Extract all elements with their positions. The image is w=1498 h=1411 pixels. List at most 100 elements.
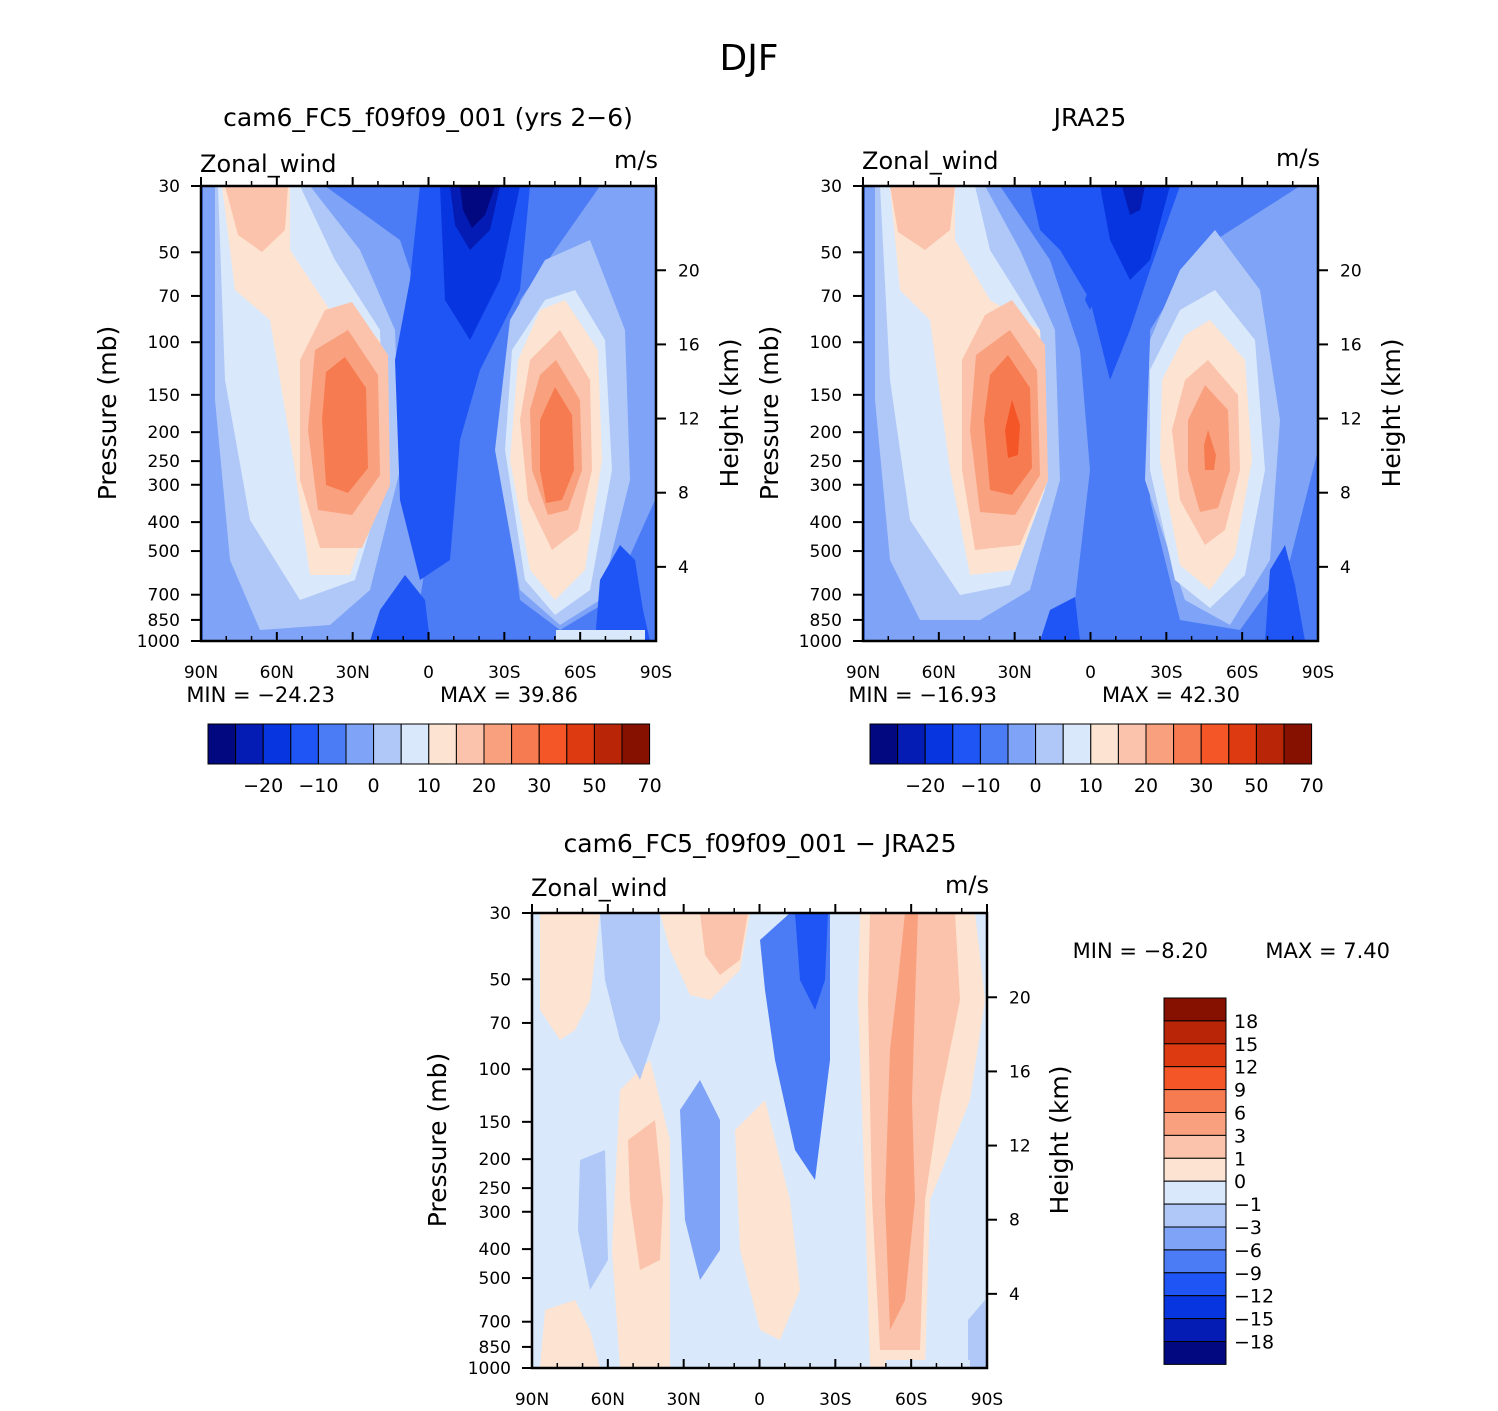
colorbar-label: 0 — [368, 775, 380, 797]
variable-label: Zonal_wind — [531, 874, 667, 902]
panel-difference: cam6_FC5_f09f09_001 − JRA25 Zonal_wind m… — [423, 829, 1390, 1410]
x-tick-label: 30N — [997, 663, 1031, 683]
p-tick-label: 250 — [479, 1179, 511, 1199]
colorbar-box — [1163, 1112, 1227, 1136]
p-tick-label: 700 — [148, 586, 180, 606]
h-tick-label: 8 — [1009, 1211, 1020, 1231]
colorbar-box — [1163, 1134, 1227, 1159]
colorbar-box — [1255, 723, 1285, 765]
colorbar-label: 30 — [527, 775, 551, 797]
p-tick-label: 700 — [479, 1313, 511, 1333]
colorbar-label: −6 — [1234, 1240, 1262, 1262]
colorbar-box — [1283, 723, 1313, 765]
p-tick-label: 250 — [148, 452, 180, 472]
h-tick-label: 12 — [678, 410, 700, 430]
x-tick-label: 30S — [819, 1390, 851, 1410]
figure-title: DJF — [719, 38, 778, 79]
right-axis-label: Height (km) — [715, 339, 744, 488]
colorbar-box — [483, 723, 513, 765]
contour-plot — [532, 913, 987, 1368]
colorbar-label: 1 — [1234, 1148, 1246, 1170]
x-tick-label: 30N — [666, 1390, 700, 1410]
colorbar-label: 0 — [1234, 1171, 1246, 1193]
contour-region — [1204, 430, 1216, 470]
colorbar-box — [400, 723, 430, 765]
x-tick-label: 30S — [1150, 663, 1182, 683]
units-label: m/s — [1276, 144, 1320, 172]
colorbar-box — [1163, 1020, 1227, 1045]
colorbar-label: −18 — [1234, 1332, 1274, 1354]
h-tick-label: 4 — [1009, 1285, 1020, 1305]
colorbar-box — [262, 723, 292, 765]
h-tick-label: 12 — [1009, 1137, 1031, 1157]
colorbar-box — [1163, 1295, 1227, 1320]
colorbar-label: −20 — [243, 775, 283, 797]
colorbar-box — [235, 723, 264, 765]
p-tick-label: 30 — [489, 904, 511, 924]
p-tick-label: 150 — [479, 1113, 511, 1133]
panel-title: cam6_FC5_f09f09_001 − JRA25 — [564, 829, 957, 858]
contour-region — [886, 1360, 970, 1368]
contour-region — [370, 575, 430, 641]
colorbar-box — [1200, 723, 1230, 765]
colorbar-label: 3 — [1234, 1125, 1246, 1147]
colorbar-label: −3 — [1234, 1217, 1262, 1239]
x-tick-label: 30S — [488, 663, 520, 683]
x-tick-label: 30N — [335, 663, 369, 683]
contour-region — [460, 186, 495, 228]
colorbar-box — [1173, 723, 1202, 765]
colorbar-box — [1163, 1318, 1227, 1342]
colorbar-label: 20 — [1134, 775, 1158, 797]
colorbar-box — [290, 723, 319, 765]
colorbar-label: 50 — [1244, 775, 1268, 797]
colorbar: −20 −10 0 10 20 30 50 70 — [207, 723, 662, 797]
colorbar-label: −10 — [298, 775, 338, 797]
colorbar-box — [952, 723, 981, 765]
colorbar-label: −20 — [905, 775, 945, 797]
y-axis-label: Pressure (mb) — [755, 326, 784, 500]
contour-region — [1005, 400, 1020, 458]
colorbar-label: 9 — [1234, 1080, 1246, 1102]
p-tick-label: 200 — [148, 423, 180, 443]
p-tick-label: 500 — [810, 542, 842, 562]
colorbar-box — [1163, 1089, 1227, 1113]
p-tick-label: 50 — [158, 243, 180, 263]
x-tick-label: 90N — [515, 1390, 549, 1410]
x-tick-label: 90S — [1302, 663, 1334, 683]
h-tick-label: 8 — [678, 484, 689, 504]
x-tick-label: 90S — [640, 663, 672, 683]
colorbar-box — [1163, 1226, 1227, 1251]
p-tick-label: 500 — [479, 1269, 511, 1289]
x-tick-label: 90N — [846, 663, 880, 683]
p-tick-label: 250 — [810, 452, 842, 472]
x-tick-label: 0 — [1085, 663, 1096, 683]
colorbar-box — [979, 723, 1009, 765]
colorbar-box — [924, 723, 954, 765]
colorbar-box — [1163, 1272, 1227, 1297]
colorbar-box — [1145, 723, 1175, 765]
contour-region — [890, 186, 955, 250]
max-label: MAX = 39.86 — [440, 683, 578, 707]
contour-region — [1265, 545, 1305, 641]
contour-region — [540, 1300, 600, 1368]
contour-region — [1085, 270, 1100, 310]
min-label: MIN = −16.93 — [848, 683, 997, 707]
right-axis-label: Height (km) — [1045, 1066, 1074, 1215]
h-tick-label: 12 — [1340, 410, 1362, 430]
colorbar-box — [869, 723, 899, 765]
colorbar-box — [1163, 1203, 1227, 1228]
colorbar-box — [621, 723, 651, 765]
contour-region — [540, 913, 600, 1040]
colorbar-box — [1007, 723, 1037, 765]
h-tick-label: 20 — [1009, 988, 1031, 1008]
contour-plot — [201, 186, 656, 641]
panel-title: cam6_FC5_f09f09_001 (yrs 2−6) — [223, 103, 633, 132]
colorbar-label: −1 — [1234, 1194, 1262, 1216]
colorbar-box — [897, 723, 926, 765]
contour-region — [1040, 597, 1080, 641]
plot-axes: 90N 60N 30N 0 30S 60S 90S 30 50 70 100 150 200 250 300… — [468, 904, 1031, 1410]
colorbar-label: 10 — [1079, 775, 1103, 797]
colorbar-box — [1163, 1180, 1227, 1205]
colorbar-label: 70 — [638, 775, 662, 797]
